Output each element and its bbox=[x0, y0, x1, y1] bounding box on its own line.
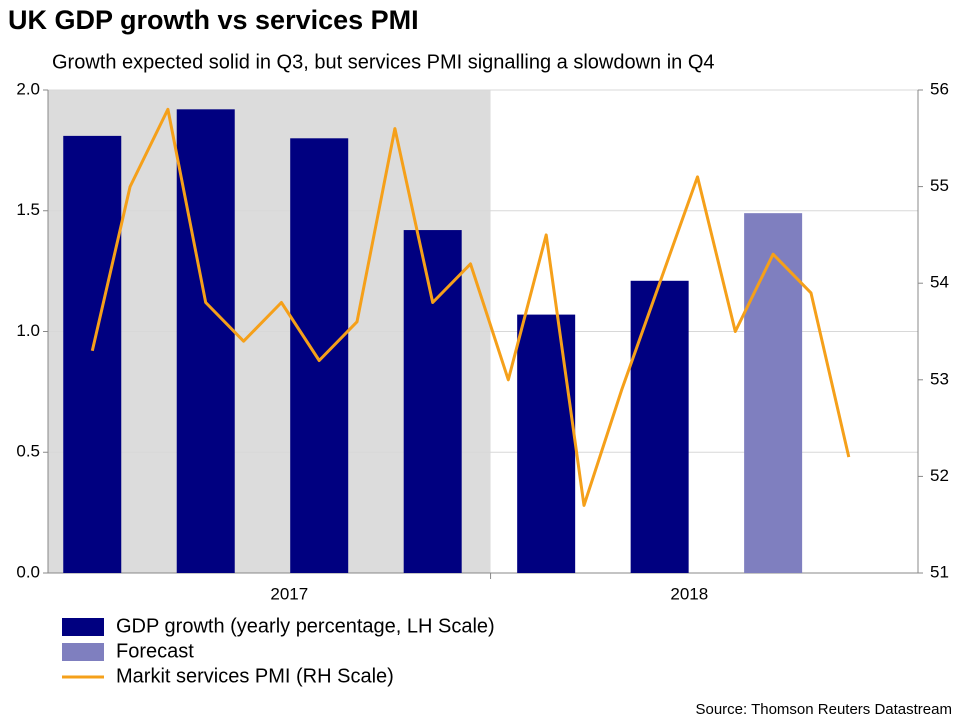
y2-tick-label: 54 bbox=[930, 273, 949, 292]
y-tick-label: 1.5 bbox=[16, 200, 40, 219]
legend-label: Markit services PMI (RH Scale) bbox=[116, 665, 394, 687]
y2-tick-label: 51 bbox=[930, 562, 949, 581]
bar bbox=[744, 213, 803, 574]
y2-tick-label: 53 bbox=[930, 369, 949, 388]
chart-subtitle: Growth expected solid in Q3, but service… bbox=[52, 51, 715, 73]
chart-title: UK GDP growth vs services PMI bbox=[8, 5, 419, 35]
legend-label: GDP growth (yearly percentage, LH Scale) bbox=[116, 615, 495, 637]
legend-swatch bbox=[62, 643, 104, 661]
x-tick-label: 2017 bbox=[270, 584, 308, 603]
source: Source: Thomson Reuters Datastream bbox=[695, 701, 952, 718]
legend-label: Forecast bbox=[116, 640, 194, 662]
y-tick-label: 0.0 bbox=[16, 562, 40, 581]
bar bbox=[403, 230, 462, 573]
bar bbox=[517, 314, 576, 573]
y2-tick-label: 55 bbox=[930, 176, 949, 195]
y-tick-label: 0.5 bbox=[16, 442, 40, 461]
y-tick-label: 2.0 bbox=[16, 79, 40, 98]
y2-tick-label: 56 bbox=[930, 79, 949, 98]
bar bbox=[290, 138, 349, 574]
y-tick-label: 1.0 bbox=[16, 321, 40, 340]
y2-tick-label: 52 bbox=[930, 466, 949, 485]
line bbox=[90, 107, 851, 507]
legend-swatch bbox=[62, 618, 104, 636]
x-tick-label: 2018 bbox=[670, 584, 708, 603]
bar bbox=[630, 280, 689, 573]
bar bbox=[176, 109, 235, 573]
bar bbox=[63, 135, 122, 573]
